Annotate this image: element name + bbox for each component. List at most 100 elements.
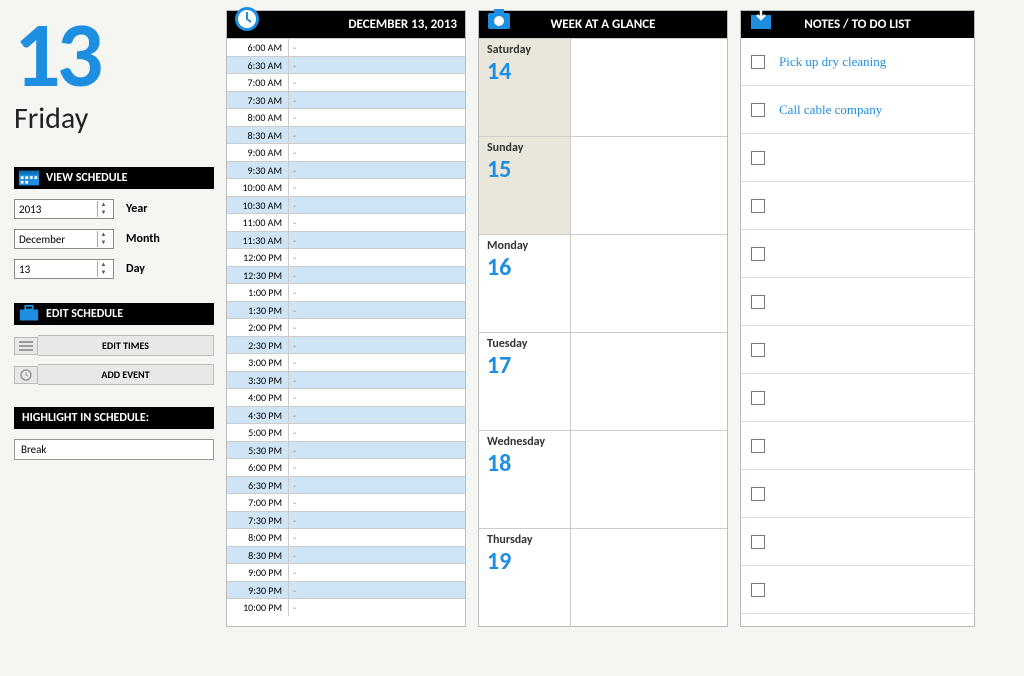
event-cell[interactable]: - (289, 599, 465, 616)
highlight-input[interactable]: Break (14, 439, 214, 460)
todo-text[interactable]: Call cable company (779, 102, 882, 118)
todo-text[interactable]: Pick up dry cleaning (779, 54, 886, 70)
todo-checkbox[interactable] (751, 199, 765, 213)
time-row[interactable]: 8:00 AM- (227, 108, 465, 126)
event-cell[interactable]: - (289, 267, 465, 284)
event-cell[interactable]: - (289, 319, 465, 336)
time-row[interactable]: 10:30 AM- (227, 196, 465, 214)
time-row[interactable]: 8:30 PM- (227, 546, 465, 564)
add-event-button[interactable]: ADD EVENT (14, 364, 214, 385)
event-cell[interactable]: - (289, 179, 465, 196)
week-day[interactable]: Sunday15 (479, 136, 727, 234)
week-day-content[interactable] (571, 137, 727, 234)
event-cell[interactable]: - (289, 302, 465, 319)
edit-times-button[interactable]: EDIT TIMES (14, 335, 214, 356)
time-row[interactable]: 12:30 PM- (227, 266, 465, 284)
event-cell[interactable]: - (289, 582, 465, 599)
time-row[interactable]: 6:00 AM- (227, 38, 465, 56)
event-cell[interactable]: - (289, 407, 465, 424)
todo-checkbox[interactable] (751, 55, 765, 69)
event-cell[interactable]: - (289, 529, 465, 546)
todo-checkbox[interactable] (751, 247, 765, 261)
week-day-content[interactable] (571, 431, 727, 528)
time-row[interactable]: 3:30 PM- (227, 371, 465, 389)
todo-checkbox[interactable] (751, 295, 765, 309)
time-row[interactable]: 10:00 PM- (227, 598, 465, 616)
week-day-content[interactable] (571, 235, 727, 332)
week-day[interactable]: Saturday14 (479, 38, 727, 136)
event-cell[interactable]: - (289, 372, 465, 389)
event-cell[interactable]: - (289, 57, 465, 74)
time-row[interactable]: 9:30 AM- (227, 161, 465, 179)
todo-checkbox[interactable] (751, 151, 765, 165)
time-row[interactable]: 10:00 AM- (227, 178, 465, 196)
week-day[interactable]: Wednesday18 (479, 430, 727, 528)
time-row[interactable]: 9:00 AM- (227, 143, 465, 161)
time-row[interactable]: 12:00 PM- (227, 248, 465, 266)
event-cell[interactable]: - (289, 424, 465, 441)
time-row[interactable]: 4:30 PM- (227, 406, 465, 424)
time-row[interactable]: 6:30 AM- (227, 56, 465, 74)
time-row[interactable]: 6:30 PM- (227, 476, 465, 494)
time-row[interactable]: 6:00 PM- (227, 458, 465, 476)
event-cell[interactable]: - (289, 232, 465, 249)
time-row[interactable]: 9:30 PM- (227, 581, 465, 599)
event-cell[interactable]: - (289, 337, 465, 354)
todo-checkbox[interactable] (751, 343, 765, 357)
time-row[interactable]: 11:00 AM- (227, 213, 465, 231)
event-cell[interactable]: - (289, 512, 465, 529)
todo-checkbox[interactable] (751, 439, 765, 453)
time-row[interactable]: 2:00 PM- (227, 318, 465, 336)
event-cell[interactable]: - (289, 459, 465, 476)
time-row[interactable]: 8:00 PM- (227, 528, 465, 546)
todo-checkbox[interactable] (751, 103, 765, 117)
todo-checkbox[interactable] (751, 391, 765, 405)
event-cell[interactable]: - (289, 74, 465, 91)
week-day-content[interactable] (571, 333, 727, 430)
todo-checkbox[interactable] (751, 583, 765, 597)
time-label: 7:00 PM (227, 494, 289, 511)
time-row[interactable]: 5:00 PM- (227, 423, 465, 441)
time-row[interactable]: 5:30 PM- (227, 441, 465, 459)
event-cell[interactable]: - (289, 494, 465, 511)
time-row[interactable]: 1:30 PM- (227, 301, 465, 319)
event-cell[interactable]: - (289, 39, 465, 56)
event-cell[interactable]: - (289, 162, 465, 179)
event-cell[interactable]: - (289, 249, 465, 266)
todo-checkbox[interactable] (751, 487, 765, 501)
year-input[interactable]: 2013▲▼ (14, 199, 114, 219)
event-cell[interactable]: - (289, 92, 465, 109)
week-day[interactable]: Thursday19 (479, 528, 727, 626)
event-cell[interactable]: - (289, 197, 465, 214)
event-cell[interactable]: - (289, 547, 465, 564)
event-cell[interactable]: - (289, 109, 465, 126)
time-row[interactable]: 7:00 AM- (227, 73, 465, 91)
time-row[interactable]: 1:00 PM- (227, 283, 465, 301)
event-cell[interactable]: - (289, 389, 465, 406)
time-row[interactable]: 7:30 AM- (227, 91, 465, 109)
week-day[interactable]: Monday16 (479, 234, 727, 332)
event-cell[interactable]: - (289, 354, 465, 371)
time-row[interactable]: 4:00 PM- (227, 388, 465, 406)
week-day-content[interactable] (571, 529, 727, 626)
day-input[interactable]: 13▲▼ (14, 259, 114, 279)
event-cell[interactable]: - (289, 214, 465, 231)
todo-checkbox[interactable] (751, 535, 765, 549)
event-cell[interactable]: - (289, 144, 465, 161)
week-day-content[interactable] (571, 39, 727, 136)
event-cell[interactable]: - (289, 442, 465, 459)
time-row[interactable]: 2:30 PM- (227, 336, 465, 354)
time-row[interactable]: 7:30 PM- (227, 511, 465, 529)
time-row[interactable]: 3:00 PM- (227, 353, 465, 371)
edit-times-label: EDIT TIMES (38, 335, 214, 356)
time-row[interactable]: 8:30 AM- (227, 126, 465, 144)
event-cell[interactable]: - (289, 127, 465, 144)
time-row[interactable]: 7:00 PM- (227, 493, 465, 511)
event-cell[interactable]: - (289, 477, 465, 494)
time-row[interactable]: 11:30 AM- (227, 231, 465, 249)
week-day[interactable]: Tuesday17 (479, 332, 727, 430)
event-cell[interactable]: - (289, 284, 465, 301)
month-input[interactable]: December▲▼ (14, 229, 114, 249)
time-row[interactable]: 9:00 PM- (227, 563, 465, 581)
event-cell[interactable]: - (289, 564, 465, 581)
